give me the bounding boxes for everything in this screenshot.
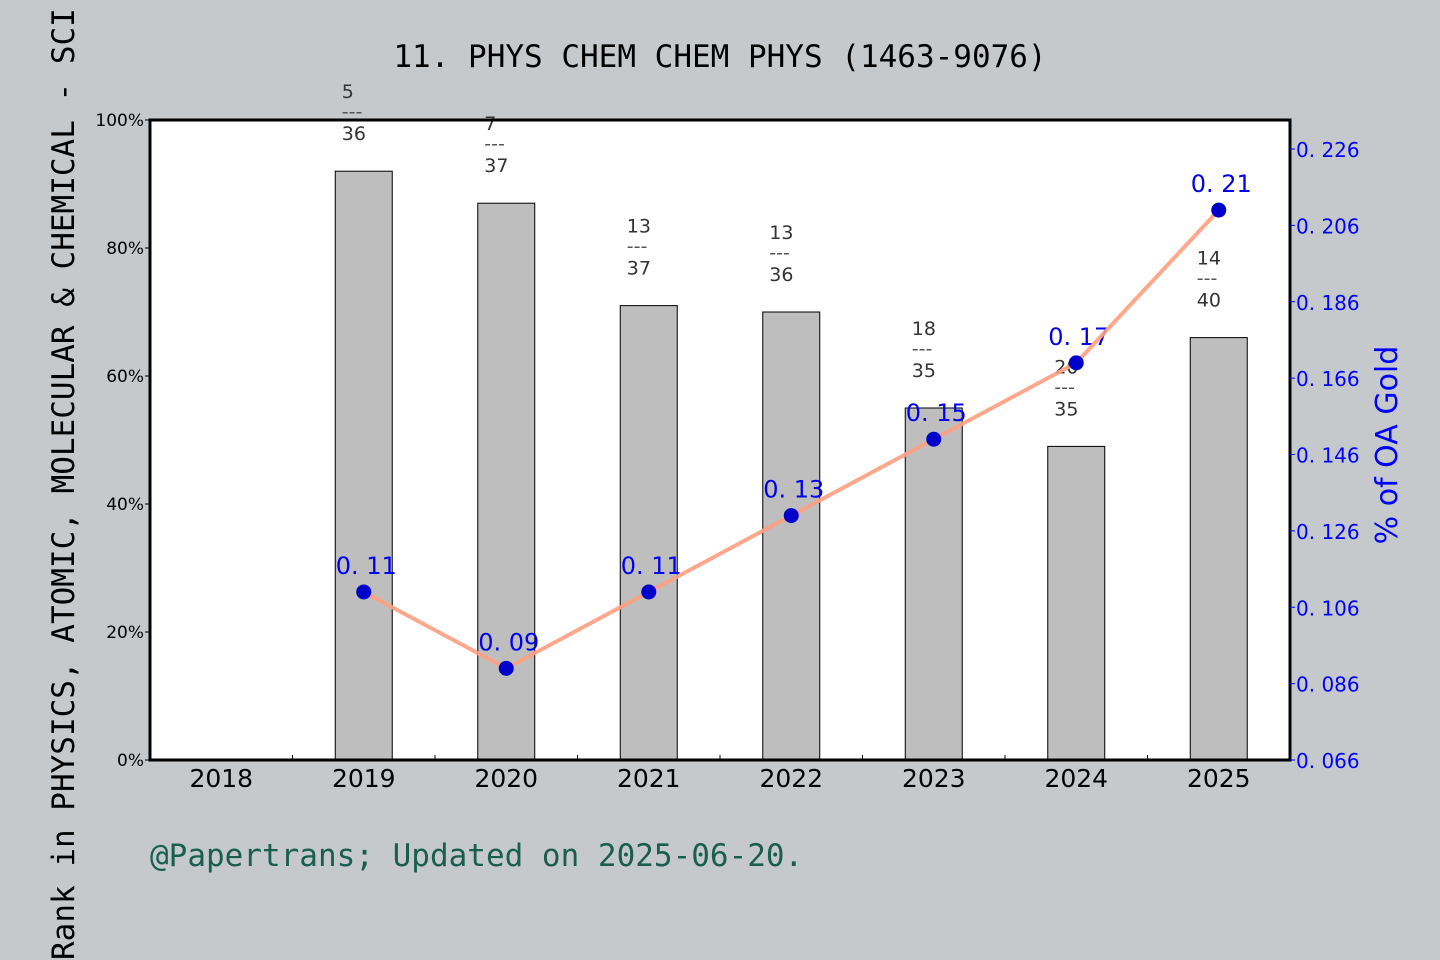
chart-title: 11. PHYS CHEM CHEM PHYS (1463-9076) — [393, 39, 1046, 75]
rank-numerator: 13 — [769, 222, 793, 244]
rank-denominator: 36 — [769, 264, 793, 286]
rank-denominator: 36 — [342, 123, 366, 145]
y2-axis-label: % of OA Gold — [1370, 346, 1405, 545]
rank-denominator: 40 — [1197, 290, 1221, 312]
bar-2022 — [762, 311, 821, 761]
x-tick-label: 2020 — [474, 764, 538, 793]
rank-divider: --- — [484, 133, 505, 155]
line-marker — [498, 660, 514, 676]
bar-2024 — [1047, 445, 1106, 761]
line-marker — [1068, 355, 1084, 371]
rank-divider: --- — [769, 242, 790, 264]
line-data-label: 0. 09 — [478, 628, 539, 656]
y-tick-label: 100% — [95, 111, 144, 131]
bar-2025 — [1189, 337, 1248, 761]
y-tick-label: 20% — [106, 623, 144, 643]
rank-numerator: 5 — [342, 81, 354, 103]
line-marker — [783, 508, 799, 524]
line-marker — [926, 431, 942, 447]
x-tick-label: 2018 — [189, 764, 253, 793]
y2-tick-label: 0. 186 — [1296, 291, 1360, 315]
x-tick-label: 2025 — [1187, 764, 1251, 793]
x-tick-label: 2022 — [759, 764, 823, 793]
rank-numerator: 14 — [1197, 248, 1221, 270]
line-data-label: 0. 21 — [1191, 170, 1252, 198]
y-axis-label: Rank in PHYSICS, ATOMIC, MOLECULAR & CHE… — [46, 8, 82, 960]
rank-denominator: 37 — [484, 155, 508, 177]
y2-tick-label: 0. 226 — [1296, 138, 1360, 162]
y-tick-label: 60% — [106, 367, 144, 387]
x-tick-label: 2023 — [902, 764, 966, 793]
rank-denominator: 35 — [912, 360, 936, 382]
y2-tick-label: 0. 066 — [1296, 749, 1360, 773]
line-marker — [641, 584, 657, 600]
rank-numerator: 7 — [484, 113, 496, 135]
footer-credit: @Papertrans; Updated on 2025-06-20. — [150, 838, 803, 874]
y2-tick-label: 0. 206 — [1296, 214, 1360, 238]
bar-2020 — [477, 202, 536, 761]
x-tick-label: 2024 — [1044, 764, 1108, 793]
rank-denominator: 37 — [627, 258, 651, 280]
rank-denominator: 35 — [1054, 398, 1078, 420]
y2-tick-label: 0. 086 — [1296, 673, 1360, 697]
y2-tick-label: 0. 166 — [1296, 367, 1360, 391]
line-data-label: 0. 11 — [621, 552, 682, 580]
plot-area — [150, 120, 1290, 760]
y-tick-label: 0% — [117, 751, 144, 771]
x-tick-label: 2021 — [617, 764, 681, 793]
y2-tick-label: 0. 146 — [1296, 444, 1360, 468]
rank-divider: --- — [627, 236, 648, 258]
rank-divider: --- — [342, 101, 363, 123]
rank-numerator: 18 — [912, 318, 936, 340]
bar-2023 — [904, 407, 963, 761]
bar-2019 — [334, 170, 393, 761]
rank-divider: --- — [1197, 268, 1218, 290]
rank-numerator: 13 — [627, 216, 651, 238]
x-tick-label: 2019 — [332, 764, 396, 793]
bar-2021 — [619, 305, 678, 761]
y-tick-label: 40% — [106, 495, 144, 515]
rank-divider: --- — [912, 338, 933, 360]
line-data-label: 0. 11 — [336, 552, 397, 580]
line-data-label: 0. 15 — [906, 399, 967, 427]
y-tick-label: 80% — [106, 239, 144, 259]
line-marker — [356, 584, 372, 600]
line-data-label: 0. 13 — [763, 476, 824, 504]
line-marker — [1211, 202, 1227, 218]
y2-tick-label: 0. 126 — [1296, 520, 1360, 544]
rank-divider: --- — [1054, 376, 1075, 398]
y2-tick-label: 0. 106 — [1296, 596, 1360, 620]
